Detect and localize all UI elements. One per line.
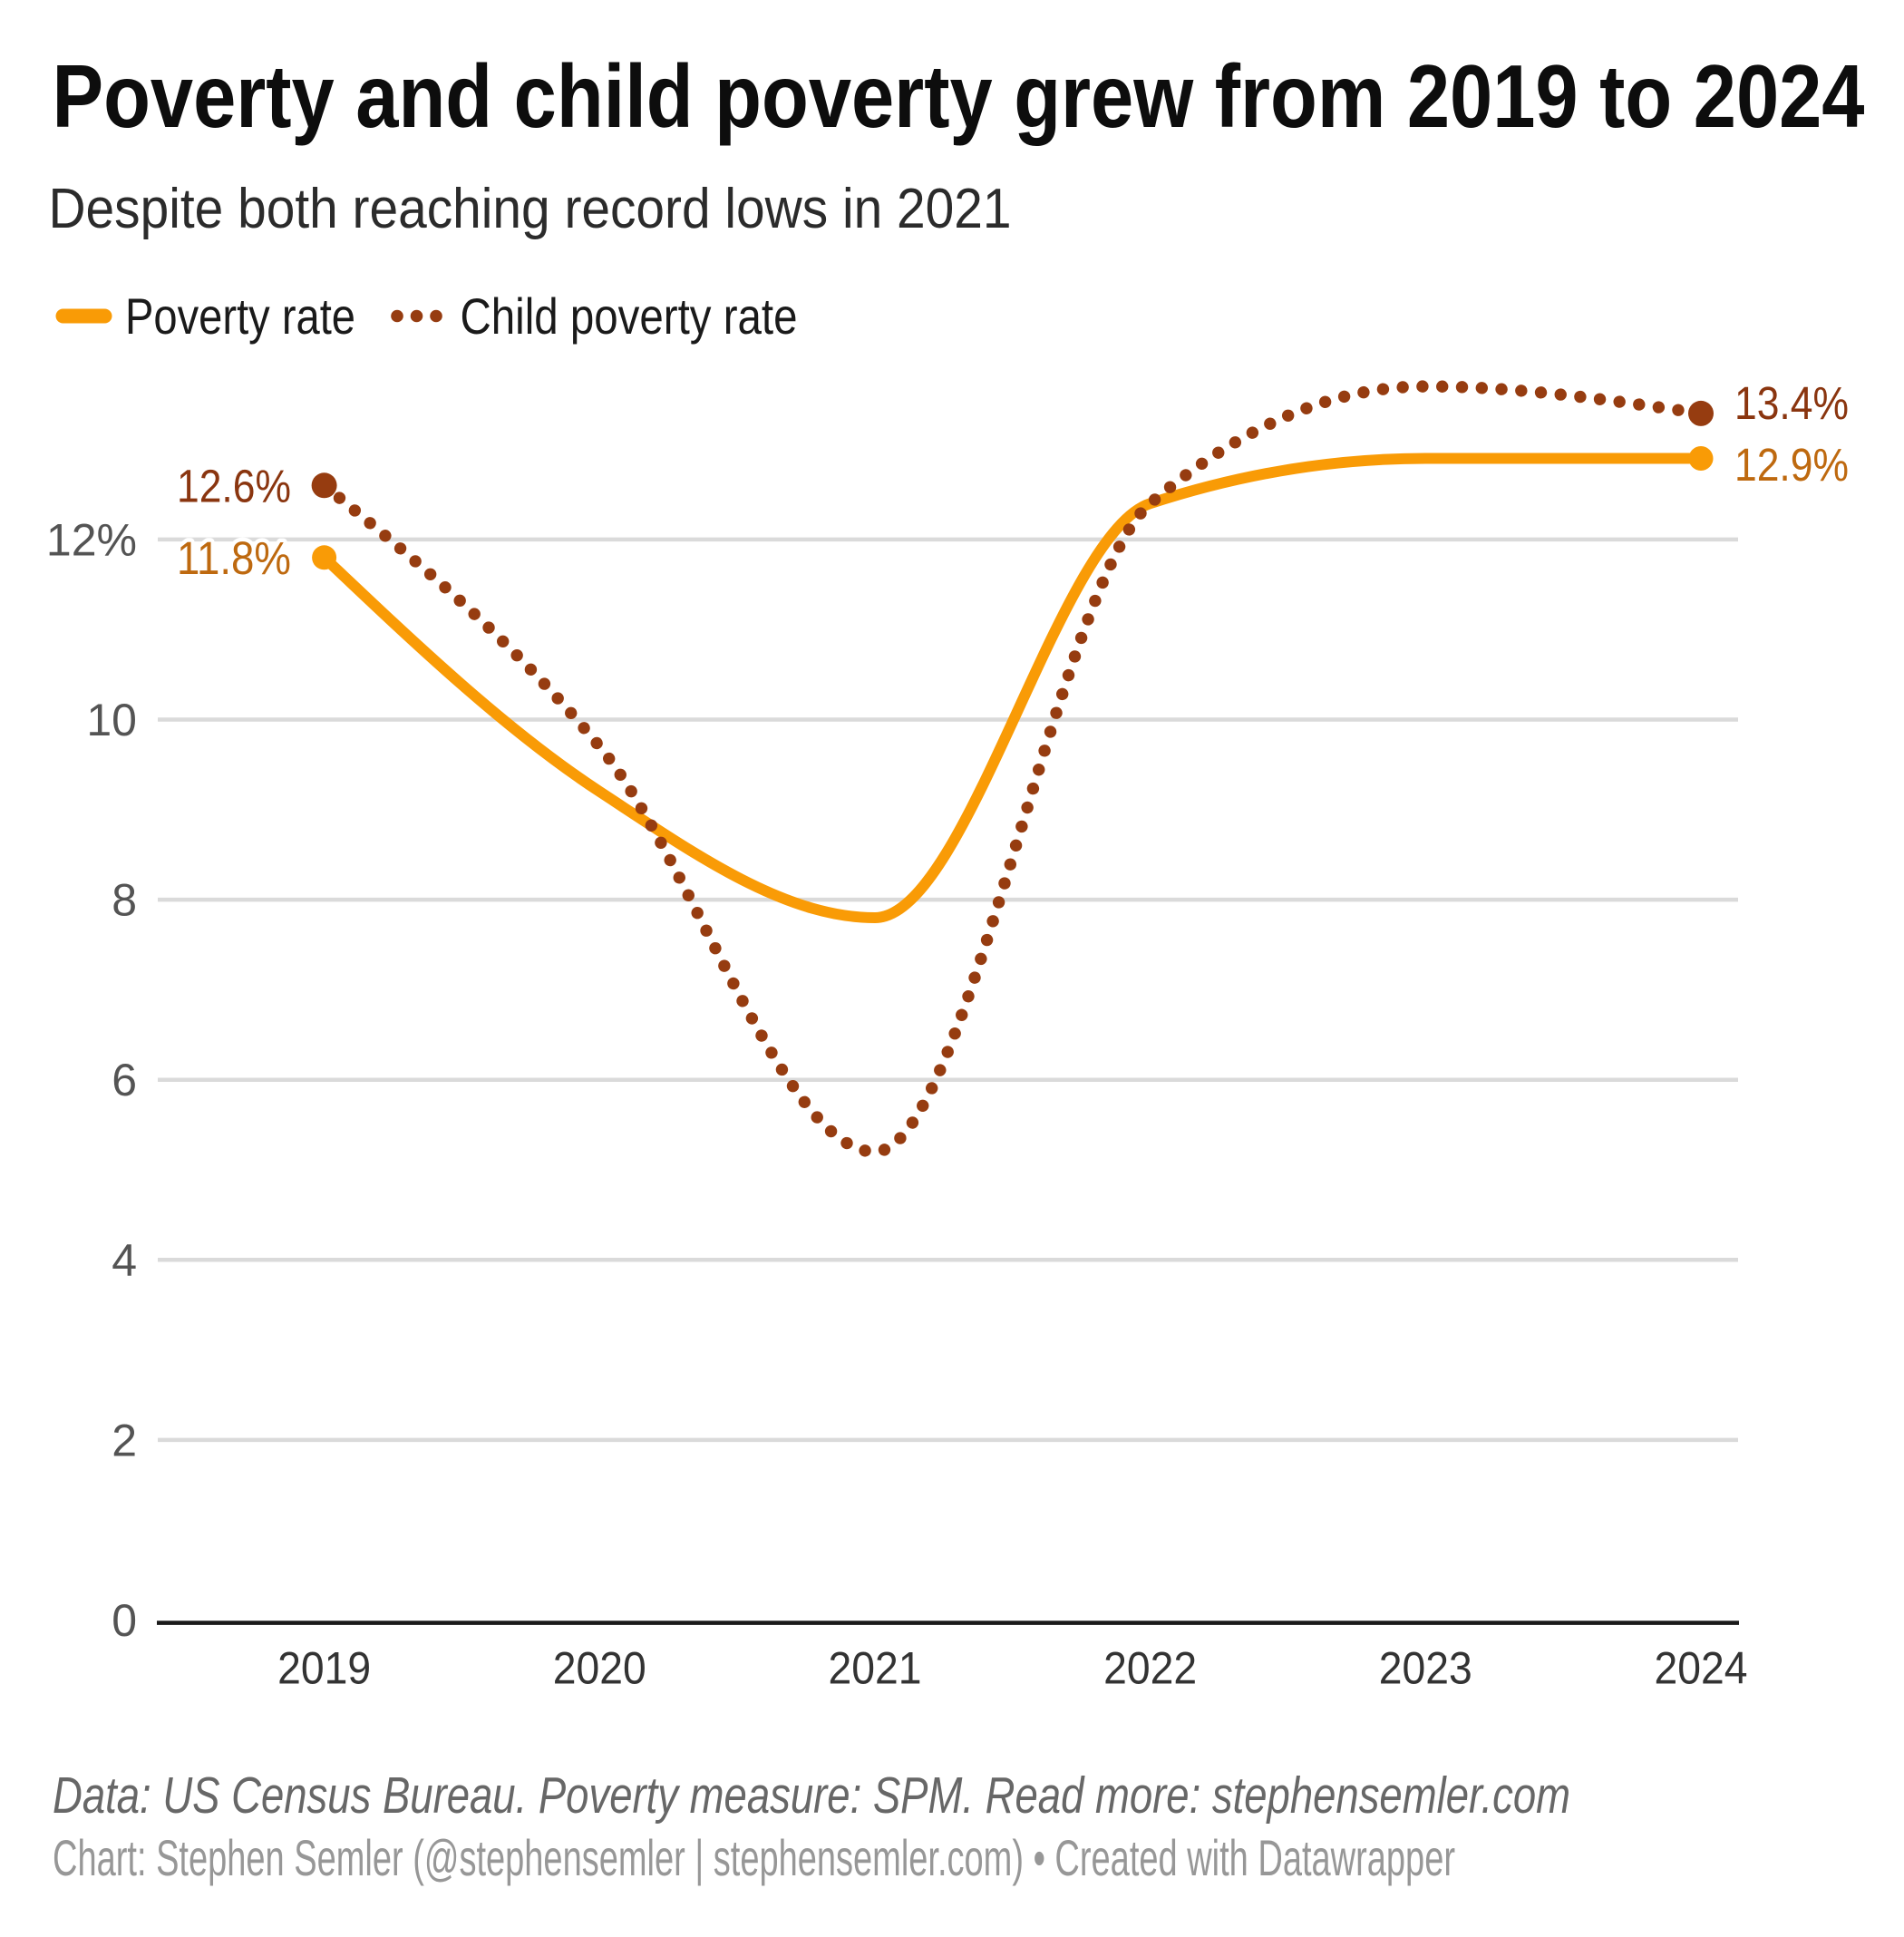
svg-text:12.6%: 12.6% bbox=[177, 460, 291, 511]
svg-text:2: 2 bbox=[112, 1415, 137, 1465]
svg-text:2022: 2022 bbox=[1103, 1643, 1197, 1694]
svg-text:Child poverty rate: Child poverty rate bbox=[461, 287, 798, 345]
svg-text:8: 8 bbox=[112, 875, 137, 926]
svg-text:13.4%: 13.4% bbox=[1734, 377, 1849, 429]
svg-text:Poverty rate: Poverty rate bbox=[125, 287, 355, 345]
svg-text:Poverty and child poverty grew: Poverty and child poverty grew from 2019… bbox=[53, 46, 1865, 146]
svg-text:2020: 2020 bbox=[553, 1643, 646, 1694]
svg-text:2023: 2023 bbox=[1379, 1643, 1472, 1694]
svg-text:2024: 2024 bbox=[1655, 1643, 1748, 1694]
svg-text:12%: 12% bbox=[46, 514, 137, 565]
svg-text:4: 4 bbox=[112, 1235, 137, 1286]
svg-text:10: 10 bbox=[86, 695, 137, 745]
svg-text:Despite both reaching record l: Despite both reaching record lows in 202… bbox=[49, 178, 1012, 240]
svg-text:12.9%: 12.9% bbox=[1734, 439, 1849, 491]
svg-text:2019: 2019 bbox=[277, 1643, 371, 1694]
svg-text:0: 0 bbox=[112, 1595, 137, 1646]
svg-text:11.8%: 11.8% bbox=[177, 532, 291, 584]
svg-text:Data: US Census Bureau. Povert: Data: US Census Bureau. Poverty measure:… bbox=[53, 1767, 1570, 1825]
svg-text:Chart: Stephen Semler (@stephe: Chart: Stephen Semler (@stephensemler | … bbox=[53, 1829, 1455, 1886]
svg-text:6: 6 bbox=[112, 1055, 137, 1105]
svg-text:2021: 2021 bbox=[829, 1643, 922, 1694]
